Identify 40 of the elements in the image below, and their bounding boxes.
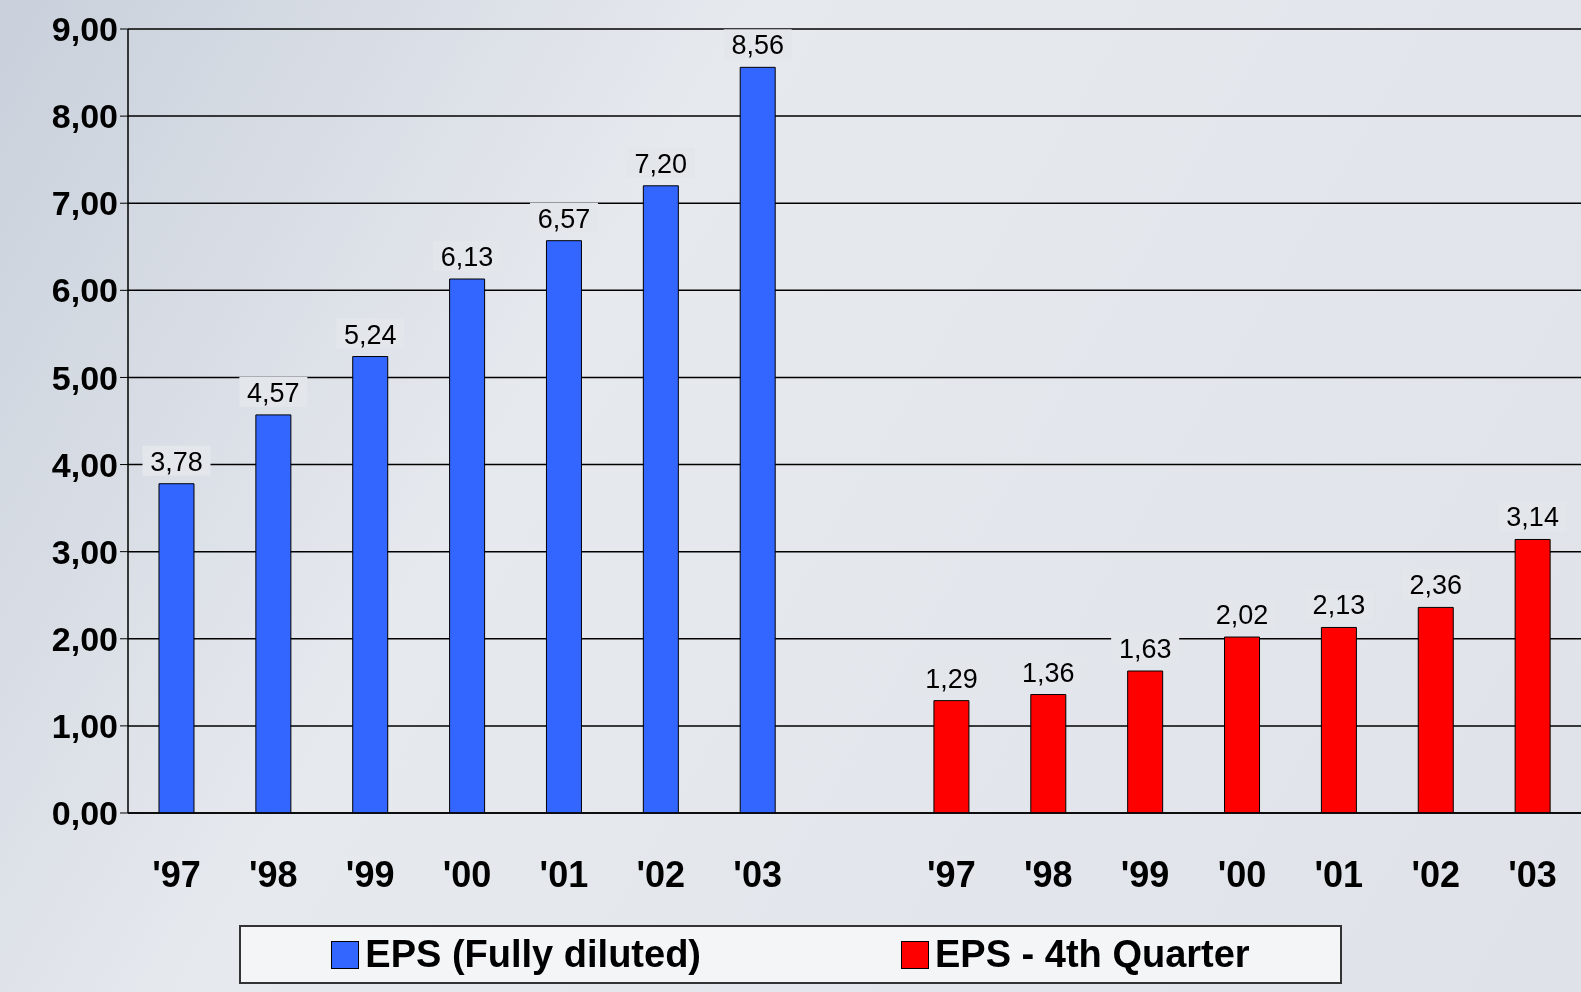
data-label: 6,13 [440,242,494,273]
data-label: 4,57 [247,377,300,408]
data-label: 2,13 [1312,590,1366,621]
x-tick-label: '03 [1508,853,1557,895]
data-label: 5,24 [343,319,397,350]
y-tick-label: 8,00 [51,97,118,136]
data-label: 7,20 [634,148,688,179]
data-label: 6,57 [537,203,591,234]
x-tick-label: '02 [636,853,686,895]
y-tick-label: 1,00 [51,706,118,745]
data-label: 1,36 [1022,657,1075,688]
legend-label: EPS (Fully diluted) [364,933,702,976]
data-label: 3,78 [150,446,203,477]
data-label: 2,02 [1215,600,1269,631]
data-label: 1,29 [925,663,978,694]
x-tick-label: '00 [1217,853,1267,895]
x-tick-label: '01 [539,853,589,895]
y-tick-label: 5,00 [51,358,118,397]
y-tick-label: 6,00 [51,271,118,310]
x-tick-label: '97 [152,853,201,895]
data-label: 3,14 [1506,502,1559,533]
x-tick-label: '98 [1023,853,1073,895]
y-tick-label: 4,00 [51,445,118,484]
data-label: 1,63 [1118,634,1172,665]
data-label: 2,36 [1409,570,1463,601]
x-tick-label: '99 [1120,853,1170,895]
y-tick-label: 0,00 [51,794,118,833]
y-tick-label: 2,00 [51,619,118,658]
x-tick-label: '99 [345,853,395,895]
x-tick-label: '98 [249,853,298,895]
data-label: 8,56 [731,30,784,61]
y-tick-label: 7,00 [51,184,118,223]
y-tick-label: 3,00 [51,532,118,571]
x-tick-label: '03 [733,853,782,895]
y-tick-label: 9,00 [51,10,118,49]
x-tick-label: '00 [442,853,492,895]
x-tick-label: '02 [1411,853,1460,895]
x-tick-label: '97 [927,853,976,895]
x-tick-label: '01 [1314,853,1364,895]
legend-label: EPS - 4th Quarter [934,933,1250,976]
